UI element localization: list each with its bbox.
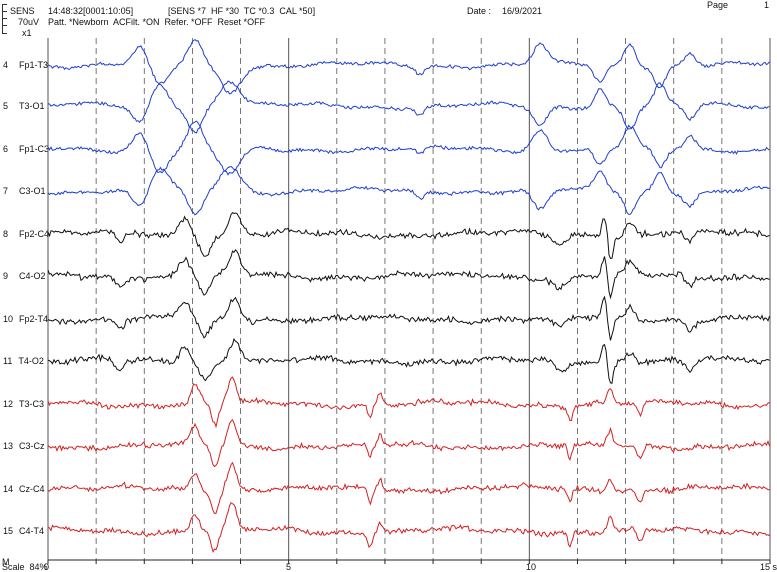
marker-label: M — [2, 557, 10, 567]
channel-label-fp1-c3: 6 Fp1-C3 — [3, 144, 49, 154]
eeg-trace-c3-o1 — [47, 165, 770, 216]
channel-label-c3-o1: 7 C3-O1 — [3, 186, 46, 196]
date-value: 16/9/2021 — [502, 6, 543, 16]
time-axis-label-15s: 15 s — [760, 562, 777, 572]
recording-timestamp: 14:48:32[0001:10:05] — [48, 6, 134, 16]
channel-name: C3-O1 — [19, 186, 46, 196]
eeg-trace-c4-t4 — [47, 501, 770, 554]
channel-index: 11 — [3, 356, 13, 366]
channel-index: 8 — [3, 229, 9, 239]
calibration-scale-ruler — [2, 4, 9, 34]
channel-label-cz-c4: 14 Cz-C4 — [3, 484, 45, 494]
eeg-trace-c3-cz — [47, 418, 770, 468]
channel-name: T3-C3 — [19, 399, 45, 409]
channel-label-fp2-c4: 8 Fp2-C4 — [3, 229, 49, 239]
channel-label-fp2-t4: 10 Fp2-T4 — [3, 314, 48, 324]
eeg-trace-c4-o2 — [47, 248, 770, 300]
eeg-trace-cz-c4 — [47, 461, 770, 515]
time-axis-label-5: 5 — [286, 562, 292, 572]
channel-name: Fp1-T3 — [19, 60, 49, 70]
channel-name: Fp1-C3 — [19, 144, 50, 154]
channel-label-fp1-t3: 4 Fp1-T3 — [3, 60, 48, 70]
channel-index: 4 — [3, 60, 9, 70]
sens-label: SENS — [10, 6, 35, 16]
eeg-trace-fp2-c4 — [47, 212, 770, 260]
channel-index: 5 — [3, 101, 9, 111]
scale-percent: Scale 84% — [2, 562, 48, 572]
channel-label-c3-cz: 13 C3-Cz — [3, 441, 45, 451]
page-number: 1 — [764, 0, 770, 10]
channel-index: 10 — [3, 314, 14, 324]
channel-name: Fp2-T4 — [19, 314, 49, 324]
eeg-trace-t3-c3 — [47, 376, 770, 429]
eeg-trace-fp1-t3 — [47, 38, 770, 95]
gain-label: x1 — [22, 28, 32, 38]
channel-label-c4-o2: 9 C4-O2 — [3, 271, 46, 281]
channel-name: C3-Cz — [19, 441, 45, 451]
channel-index: 7 — [3, 186, 9, 196]
channel-label-c4-t4: 15 C4-T4 — [3, 526, 44, 536]
channel-name: T3-O1 — [19, 101, 45, 111]
channel-index: 13 — [3, 441, 14, 451]
page-label: Page — [707, 0, 729, 10]
channel-name: C4-O2 — [19, 271, 46, 281]
eeg-trace-t4-o2 — [47, 337, 770, 384]
eeg-trace-t3-o1 — [47, 80, 770, 134]
channel-index: 9 — [3, 271, 9, 281]
eeg-trace-fp1-c3 — [47, 120, 770, 176]
channel-name: T4-O2 — [18, 356, 44, 366]
channel-name: Fp2-C4 — [19, 229, 50, 239]
channel-label-t3-c3: 12 T3-C3 — [3, 399, 44, 409]
date-label: Date : — [467, 6, 492, 16]
eeg-trace-fp2-t4 — [47, 295, 770, 341]
amplifier-settings: [SENS *7 HF *30 TC *0.3 CAL *50] — [168, 6, 316, 16]
amplitude-scale: 70uV — [18, 17, 40, 27]
channel-name: Cz-C4 — [19, 484, 45, 494]
channel-index: 15 — [3, 526, 14, 536]
channel-label-t3-o1: 5 T3-O1 — [3, 101, 45, 111]
time-axis-label-10: 10 — [526, 562, 537, 572]
channel-name: C4-T4 — [19, 526, 45, 536]
pattern-settings: Patt. *Newborn ACFilt. *ON Refer. *OFF R… — [48, 17, 266, 27]
channel-index: 12 — [3, 399, 14, 409]
channel-index: 6 — [3, 144, 9, 154]
channel-index: 14 — [3, 484, 14, 494]
time-axis-label-0: 0 — [44, 562, 50, 572]
channel-label-t4-o2: 11 T4-O2 — [3, 356, 44, 366]
